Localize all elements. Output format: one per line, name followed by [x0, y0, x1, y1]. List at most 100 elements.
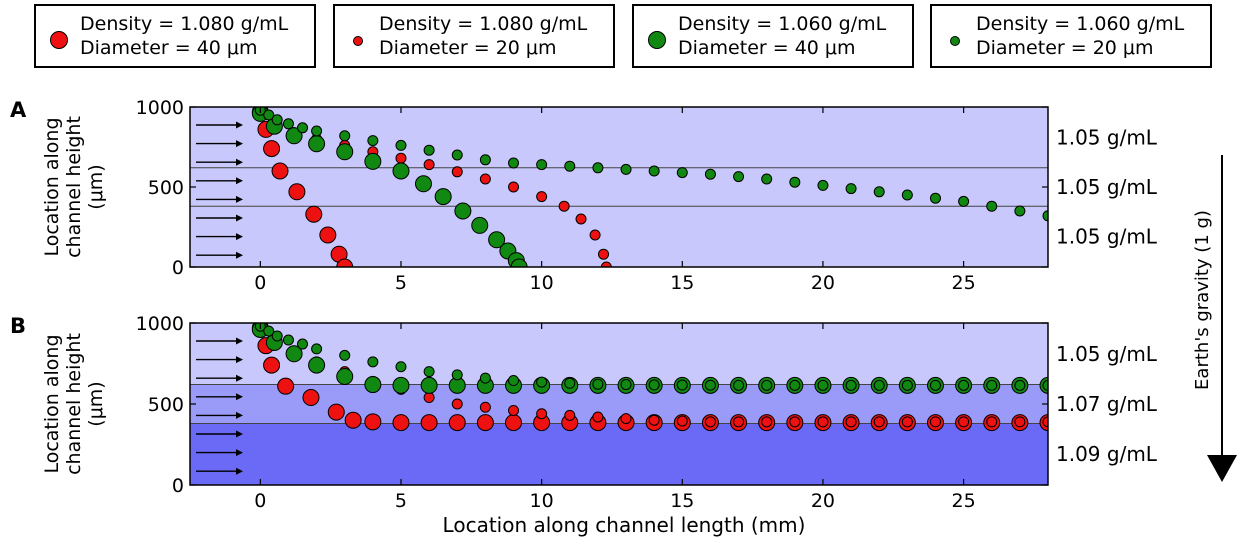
- data-point: [676, 415, 688, 427]
- data-point: [929, 416, 941, 428]
- data-point: [1014, 379, 1026, 391]
- data-point: [958, 379, 970, 391]
- y-tick-label: 0: [172, 475, 184, 497]
- data-point: [282, 118, 294, 130]
- data-point: [392, 376, 410, 394]
- legend-line-density: Density = 1.080 g/mL: [379, 13, 588, 35]
- data-point: [479, 401, 491, 413]
- flow-arrow-head: [236, 251, 243, 259]
- y-axis-label-line: (μm): [85, 164, 107, 209]
- data-point: [476, 414, 494, 432]
- data-point: [319, 226, 337, 244]
- data-point: [263, 140, 281, 158]
- data-point: [479, 154, 491, 166]
- series-green-small: [254, 323, 1048, 391]
- data-point: [958, 416, 970, 428]
- x-tick-label: 5: [395, 490, 407, 512]
- data-point: [536, 191, 548, 203]
- flow-arrow-head: [236, 121, 243, 129]
- legend-swatch-green-small: [950, 36, 960, 46]
- data-point: [564, 377, 576, 389]
- data-point: [733, 416, 745, 428]
- data-point: [1042, 210, 1048, 222]
- data-point: [676, 379, 688, 391]
- density-layer: [190, 167, 1048, 207]
- data-point: [451, 369, 463, 381]
- data-point: [395, 152, 407, 164]
- data-point: [263, 325, 275, 337]
- data-point: [367, 356, 379, 368]
- legend-line-diameter: Diameter = 20 μm: [379, 37, 557, 59]
- data-point: [761, 173, 773, 185]
- data-point: [339, 130, 351, 142]
- data-point: [508, 375, 520, 387]
- data-point: [308, 356, 326, 374]
- data-point: [558, 200, 570, 212]
- x-tick-label: 15: [670, 490, 694, 512]
- data-point: [367, 135, 379, 147]
- data-points: [251, 107, 1048, 267]
- data-point: [285, 127, 303, 145]
- data-point: [845, 379, 857, 391]
- x-axis-label: Location along channel length (mm): [443, 513, 806, 537]
- data-point: [1014, 205, 1026, 217]
- data-point: [1042, 416, 1048, 428]
- density-layer: [190, 107, 1048, 168]
- data-point: [414, 175, 432, 193]
- layer-density-label: 1.07 g/mL: [1056, 392, 1158, 416]
- flow-arrow-head: [236, 411, 243, 419]
- x-tick-label: 20: [811, 490, 835, 512]
- data-point: [364, 152, 382, 170]
- data-point: [423, 366, 435, 378]
- data-point: [873, 186, 885, 198]
- data-point: [420, 376, 438, 394]
- data-point: [958, 195, 970, 207]
- y-tick-label: 500: [148, 177, 184, 199]
- x-tick-label: 0: [254, 490, 266, 512]
- legend-line-diameter: Diameter = 20 μm: [976, 37, 1154, 59]
- data-point: [986, 200, 998, 212]
- layer-density-label: 1.05 g/mL: [1056, 342, 1158, 366]
- data-point: [598, 248, 610, 260]
- data-point: [817, 379, 829, 391]
- data-point: [510, 258, 528, 267]
- data-point: [733, 379, 745, 391]
- legend-line-density: Density = 1.080 g/mL: [80, 13, 289, 35]
- density-layer: [190, 323, 1048, 385]
- data-point: [564, 160, 576, 172]
- data-point: [479, 173, 491, 185]
- legend-line-density: Density = 1.060 g/mL: [976, 13, 1185, 35]
- flow-arrow-head: [236, 195, 243, 203]
- data-point: [451, 398, 463, 410]
- data-point: [297, 338, 309, 350]
- data-point: [592, 378, 604, 390]
- data-point: [434, 188, 452, 206]
- data-point: [564, 409, 576, 421]
- data-point: [271, 114, 283, 126]
- panel-label: B: [10, 314, 26, 338]
- flow-arrows: [196, 121, 243, 259]
- data-point: [297, 122, 309, 134]
- data-point: [733, 171, 745, 183]
- data-point: [364, 413, 382, 431]
- data-point: [592, 162, 604, 174]
- flow-arrow-head: [236, 374, 243, 382]
- data-point: [392, 162, 410, 180]
- gravity-arrow-head: [1207, 455, 1237, 482]
- y-axis-label: Location alongchannel height(μm): [41, 116, 107, 258]
- data-point: [620, 163, 632, 175]
- series-green-small: [254, 107, 1048, 222]
- data-point: [986, 379, 998, 391]
- legend-item-red-small: Density = 1.080 g/mL Diameter = 20 μm: [333, 4, 615, 68]
- x-tick-label: 25: [952, 272, 976, 294]
- data-point: [285, 345, 303, 363]
- data-point: [308, 135, 326, 153]
- legend-swatch-green-large: [648, 31, 666, 49]
- data-point: [451, 166, 463, 178]
- data-point: [986, 416, 998, 428]
- data-point: [395, 361, 407, 373]
- data-point: [704, 416, 716, 428]
- data-point: [536, 159, 548, 171]
- data-point: [311, 343, 323, 355]
- x-tick-label: 5: [395, 272, 407, 294]
